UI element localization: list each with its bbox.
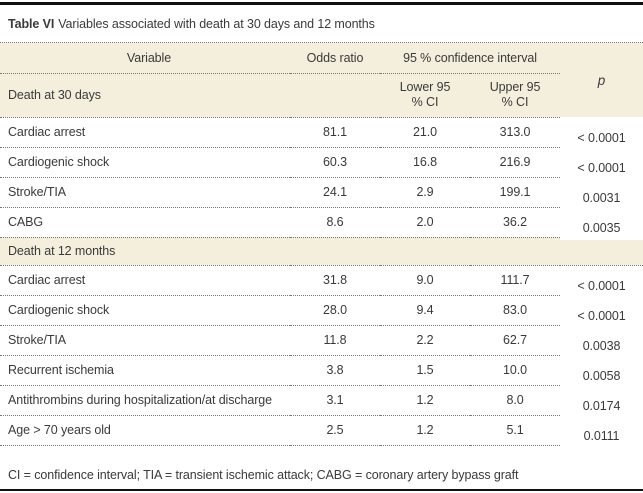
table-body: Cardiac arrest 81.1 21.0 313.0 < 0.0001 Cardi…	[0, 117, 643, 449]
cell-p: < 0.0001	[560, 298, 643, 329]
section-label-30-days: Death at 30 days	[0, 73, 290, 118]
table-row: Cardiogenic shock 28.0 9.4 83.0 < 0.0001	[0, 295, 643, 329]
cell-odds-ratio: 8.6	[290, 207, 380, 238]
col-header-upper-ci: Upper 95 % CI	[470, 73, 561, 118]
cell-p: 0.0035	[560, 210, 643, 241]
section-band-row: Death at 12 months	[0, 237, 643, 266]
cell-lower: 1.2	[380, 415, 470, 446]
cell-odds-ratio: 24.1	[290, 177, 380, 208]
upper-ci-line2: % CI	[501, 95, 529, 109]
section-label: Death at 12 months	[0, 237, 643, 266]
cell-odds-ratio: 28.0	[290, 295, 380, 326]
cell-upper: 313.0	[470, 117, 561, 148]
cell-upper: 62.7	[470, 325, 561, 356]
cell-upper: 216.9	[470, 147, 561, 178]
odds-ratio-table: Variable Odds ratio 95 % confidence inte…	[0, 43, 643, 449]
cell-odds-ratio: 81.1	[290, 117, 380, 148]
table-row: Age > 70 years old 2.5 1.2 5.1 0.0111	[0, 415, 643, 449]
table-row: Cardiogenic shock 60.3 16.8 216.9 < 0.0001	[0, 147, 643, 181]
cell-lower: 2.2	[380, 325, 470, 356]
cell-p: 0.0038	[560, 328, 643, 359]
cell-lower: 1.2	[380, 385, 470, 416]
footnote-text: CI = confidence interval; TIA = transien…	[8, 468, 519, 482]
footnote: CI = confidence interval; TIA = transien…	[0, 446, 643, 490]
cell-upper: 8.0	[470, 385, 561, 416]
col-header-odds-ratio: Odds ratio	[290, 43, 380, 74]
cell-lower: 21.0	[380, 117, 470, 148]
cell-lower: 9.4	[380, 295, 470, 326]
table-title-text: Variables associated with death at 30 da…	[58, 16, 375, 31]
cell-upper: 36.2	[470, 207, 561, 238]
cell-variable: Cardiogenic shock	[0, 147, 290, 178]
cell-p: < 0.0001	[560, 120, 643, 151]
header-row-1: Variable Odds ratio 95 % confidence inte…	[0, 43, 643, 117]
cell-p: 0.0031	[560, 180, 643, 211]
cell-variable: Age > 70 years old	[0, 415, 290, 446]
cell-upper: 83.0	[470, 295, 561, 326]
cell-odds-ratio: 3.1	[290, 385, 380, 416]
col-header-variable: Variable	[0, 43, 290, 74]
table-row: Cardiac arrest 81.1 21.0 313.0 < 0.0001	[0, 117, 643, 151]
cell-p: 0.0174	[560, 388, 643, 419]
cell-odds-ratio: 11.8	[290, 325, 380, 356]
cell-upper: 10.0	[470, 355, 561, 386]
cell-odds-ratio: 2.5	[290, 415, 380, 446]
cell-variable: Stroke/TIA	[0, 325, 290, 356]
table-row: Stroke/TIA 11.8 2.2 62.7 0.0038	[0, 325, 643, 359]
cell-upper: 5.1	[470, 415, 561, 446]
cell-odds-ratio: 3.8	[290, 355, 380, 386]
cell-variable: Stroke/TIA	[0, 177, 290, 208]
cell-odds-ratio: 31.8	[290, 265, 380, 296]
table-row: Recurrent ischemia 3.8 1.5 10.0 0.0058	[0, 355, 643, 389]
table-row: Stroke/TIA 24.1 2.9 199.1 0.0031	[0, 177, 643, 211]
cell-upper: 199.1	[470, 177, 561, 208]
col-header-p: p	[560, 43, 643, 117]
cell-upper: 111.7	[470, 265, 561, 296]
lower-ci-line1: Lower 95	[399, 80, 451, 94]
cell-lower: 1.5	[380, 355, 470, 386]
cell-p: 0.0111	[560, 418, 643, 449]
empty-header-cell	[290, 73, 380, 118]
cell-variable: Cardiac arrest	[0, 117, 290, 148]
cell-p: 0.0058	[560, 358, 643, 389]
cell-variable: CABG	[0, 207, 290, 238]
upper-ci-line1: Upper 95	[489, 80, 541, 94]
table-row: CABG 8.6 2.0 36.2 0.0035	[0, 207, 643, 241]
table-row: Antithrombins during hospitalization/at …	[0, 385, 643, 419]
cell-lower: 2.9	[380, 177, 470, 208]
cell-lower: 9.0	[380, 265, 470, 296]
cell-variable: Recurrent ischemia	[0, 355, 290, 386]
col-header-ci-span: 95 % confidence interval	[380, 43, 561, 74]
table-title: Table VI Variables associated with death…	[0, 5, 643, 43]
cell-p: < 0.0001	[560, 150, 643, 181]
lower-ci-line2: % CI	[411, 95, 439, 109]
table-number: Table VI	[8, 16, 55, 31]
cell-lower: 16.8	[380, 147, 470, 178]
table-row: Cardiac arrest 31.8 9.0 111.7 < 0.0001	[0, 265, 643, 299]
col-header-lower-ci: Lower 95 % CI	[380, 73, 470, 118]
cell-odds-ratio: 60.3	[290, 147, 380, 178]
cell-variable: Cardiac arrest	[0, 265, 290, 296]
cell-variable: Antithrombins during hospitalization/at …	[0, 385, 290, 416]
cell-lower: 2.0	[380, 207, 470, 238]
cell-p: < 0.0001	[560, 268, 643, 299]
header-row-2: Death at 30 days Lower 95 % CI Upper 95 …	[0, 73, 643, 118]
cell-variable: Cardiogenic shock	[0, 295, 290, 326]
